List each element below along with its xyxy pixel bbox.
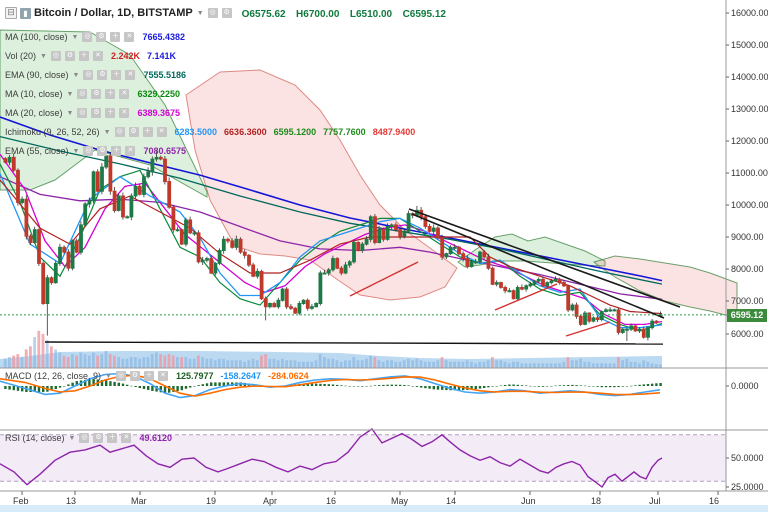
compare-icon[interactable]: ◎ [207,8,218,18]
time-axis-label: 16 [326,496,337,506]
plus-icon[interactable]: ＋ [107,433,118,443]
plus-icon[interactable]: ＋ [105,89,116,99]
time-axis-label: Apr [263,496,278,506]
price-axis-label: 8000.00 [731,264,764,274]
chevron-down-icon[interactable]: ▼ [196,9,204,17]
eye-icon[interactable]: ◎ [77,89,88,99]
time-axis-label: Feb [13,496,29,506]
indicator-row-rsi[interactable]: RSI (14, close) ▼ ◎ ⚙ ＋ ✕ 49.6120 [5,433,173,443]
close-icon[interactable]: ✕ [124,32,135,42]
time-axis-label: 13 [66,496,77,506]
plus-icon[interactable]: ＋ [105,108,116,118]
eye-icon[interactable]: ◎ [50,51,61,61]
gear-icon[interactable]: ⚙ [91,89,102,99]
close-icon[interactable]: ✕ [125,146,136,156]
indicator-row-ema55[interactable]: EMA (55, close) ▼ ◎ ⚙ ＋ ✕ 7080.6575 [5,146,187,156]
close-icon[interactable]: ✕ [157,371,168,381]
price-axis-label: 6000.00 [731,329,764,339]
indicator-row-ema90[interactable]: EMA (90, close) ▼ ◎ ⚙ ＋ ✕ 7555.5186 [5,70,187,80]
price-axis-label: 12000.00 [731,136,768,146]
chevron-down-icon[interactable]: ▼ [103,128,111,136]
price-axis-label: 9000.00 [731,232,764,242]
plus-icon[interactable]: ＋ [143,371,154,381]
chart-type-icon[interactable]: ▮ [20,7,31,19]
price-axis-label: 25.0000 [731,482,764,492]
settings-gear-icon[interactable]: ⚙ [221,8,232,18]
chevron-down-icon[interactable]: ▼ [66,90,74,98]
gear-icon[interactable]: ⚙ [128,127,139,137]
indicator-row-macd[interactable]: MACD (12, 26, close, 9) ▼ ◎ ⚙ ＋ ✕ 125.7977 -… [5,371,309,381]
eye-icon[interactable]: ◎ [83,146,94,156]
plus-icon[interactable]: ＋ [142,127,153,137]
gear-icon[interactable]: ⚙ [129,371,140,381]
bottom-toolbar-strip [0,505,768,512]
price-axis-label: 14000.00 [731,72,768,82]
indicator-row-ma20[interactable]: MA (20, close) ▼ ◎ ⚙ ＋ ✕ 6389.3675 [5,108,181,118]
price-axis-label: 7000.00 [731,296,764,306]
plus-icon[interactable]: ＋ [111,70,122,80]
time-axis-label: May [391,496,409,506]
time-axis-label: 19 [206,496,217,506]
eye-icon[interactable]: ◎ [114,127,125,137]
close-value: C6595.12 [402,9,446,20]
close-icon[interactable]: ✕ [92,51,103,61]
eye-icon[interactable]: ◎ [77,108,88,118]
eye-icon[interactable]: ◎ [83,70,94,80]
indicator-row-vol[interactable]: Vol (20) ▼ ◎ ⚙ ＋ ✕ 2.242K 7.141K [5,51,177,61]
time-axis-label: Jul [649,496,661,506]
eye-icon[interactable]: ◎ [82,32,93,42]
open-value: O6575.62 [241,9,286,20]
price-axis-label: 16000.00 [731,8,768,18]
high-value: H6700.00 [296,9,340,20]
time-axis-label: Mar [131,496,147,506]
time-axis-label: 14 [446,496,457,506]
gear-icon[interactable]: ⚙ [93,433,104,443]
indicator-row-ma10[interactable]: MA (10, close) ▼ ◎ ⚙ ＋ ✕ 6329.2250 [5,89,181,99]
price-axis-label: 50.0000 [731,453,764,463]
time-axis-label: 18 [591,496,602,506]
plus-icon[interactable]: ＋ [110,32,121,42]
chevron-down-icon[interactable]: ▼ [40,52,47,60]
chevron-down-icon[interactable]: ▼ [72,147,80,155]
price-axis-label: 0.0000 [731,381,759,391]
time-axis-label: 16 [709,496,720,506]
eye-icon[interactable]: ◎ [115,371,126,381]
price-axis-label: 15000.00 [731,40,768,50]
close-icon[interactable]: ✕ [156,127,167,137]
indicator-row-ma100[interactable]: MA (100, close) ▼ ◎ ⚙ ＋ ✕ 7665.4382 [5,32,186,42]
close-icon[interactable]: ✕ [119,108,130,118]
gear-icon[interactable]: ⚙ [97,70,108,80]
low-value: L6510.00 [349,9,393,20]
plus-icon[interactable]: ＋ [78,51,89,61]
gear-icon[interactable]: ⚙ [97,146,108,156]
chevron-down-icon[interactable]: ▼ [68,434,76,442]
chevron-down-icon[interactable]: ▼ [105,372,112,380]
gear-icon[interactable]: ⚙ [91,108,102,118]
symbol-header: ⊟ ▮ Bitcoin / Dollar, 1D, BITSTAMP ▼ ◎ ⚙… [5,4,446,22]
current-price-badge: 6595.12 [727,309,767,322]
plus-icon[interactable]: ＋ [111,146,122,156]
close-icon[interactable]: ✕ [121,433,132,443]
indicator-row-ichimoku[interactable]: Ichimoku (9, 26, 52, 26) ▼ ◎ ⚙ ＋ ✕ 6283.5000… [5,127,416,137]
gear-icon[interactable]: ⚙ [64,51,75,61]
price-axis-label: 10000.00 [731,200,768,210]
close-icon[interactable]: ✕ [119,89,130,99]
gear-icon[interactable]: ⚙ [96,32,107,42]
close-icon[interactable]: ✕ [125,70,136,80]
price-axis-label: 11000.00 [731,168,768,178]
chevron-down-icon[interactable]: ▼ [72,71,80,79]
ohlc-values: O6575.62 H6700.00 L6510.00 C6595.12 [236,4,446,22]
time-axis-label: Jun [521,496,536,506]
chevron-down-icon[interactable]: ▼ [71,33,79,41]
symbol-title[interactable]: Bitcoin / Dollar, 1D, BITSTAMP [34,7,193,19]
price-axis-label: 13000.00 [731,104,768,114]
collapse-icon[interactable]: ⊟ [5,7,17,19]
chevron-down-icon[interactable]: ▼ [66,109,74,117]
eye-icon[interactable]: ◎ [79,433,90,443]
